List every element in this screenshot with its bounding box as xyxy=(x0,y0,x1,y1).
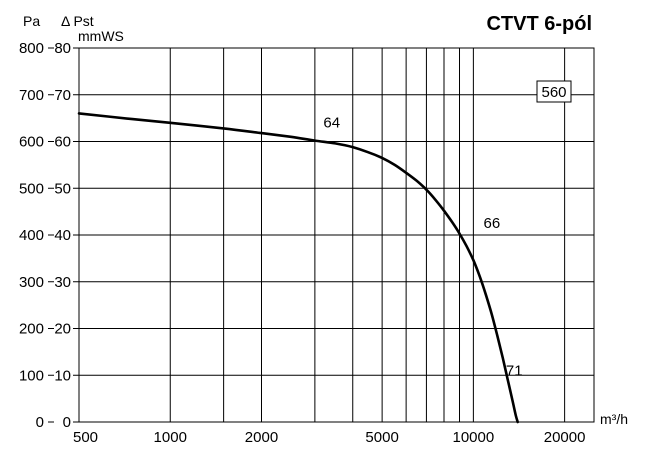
y-tick-label: 200 xyxy=(19,321,44,338)
y2-tick-label: 70 xyxy=(54,87,71,104)
y2-tick-label: 60 xyxy=(54,134,71,151)
y-tick-label: 400 xyxy=(19,227,44,244)
grid xyxy=(48,47,595,423)
x-tick-label: 20000 xyxy=(544,429,586,446)
tick-labels: 0 100 200 300 400 500 600 700 800 0 10 20 30 40 50 60 70… xyxy=(19,40,586,446)
y-axis-label-delta-pst: Δ Pst xyxy=(61,13,94,29)
y-tick-label: 500 xyxy=(19,180,44,197)
y2-tick-label: 80 xyxy=(54,40,71,57)
y-axis-unit-pa: Pa xyxy=(23,13,40,29)
y-tick-label: 600 xyxy=(19,134,44,151)
y-tick-label: 300 xyxy=(19,274,44,291)
y-tick-label: 100 xyxy=(19,367,44,384)
fan-curve-line xyxy=(77,112,519,424)
y2-tick-label: 20 xyxy=(54,321,71,338)
y2-tick-label: 50 xyxy=(54,180,71,197)
curve-label: 71 xyxy=(506,362,523,379)
x-tick-label: 500 xyxy=(73,429,98,446)
y2-tick-label: 0 xyxy=(63,414,71,431)
curve-layer xyxy=(77,112,519,424)
model-badge: 560 xyxy=(541,84,566,101)
chart-title: CTVT 6-pól xyxy=(486,13,592,35)
curve-label: 64 xyxy=(323,114,340,131)
x-tick-label: 10000 xyxy=(453,429,495,446)
y2-tick-label: 10 xyxy=(54,367,71,384)
x-axis-unit: m³/h xyxy=(600,411,628,427)
y-tick-label: 700 xyxy=(19,87,44,104)
model-badge-box xyxy=(536,80,572,103)
x-tick-label: 1000 xyxy=(154,429,187,446)
y2-tick-label: 30 xyxy=(54,274,71,291)
y-tick-label: 800 xyxy=(19,40,44,57)
annotation-layer: 64 66 71 xyxy=(323,114,522,379)
x-tick-label: 2000 xyxy=(245,429,278,446)
y-tick-label: 0 xyxy=(36,414,44,431)
y2-tick-label: 40 xyxy=(54,227,71,244)
curve-label: 66 xyxy=(484,215,501,232)
y-axis-unit-mmws: mmWS xyxy=(78,28,124,44)
x-tick-label: 5000 xyxy=(365,429,398,446)
